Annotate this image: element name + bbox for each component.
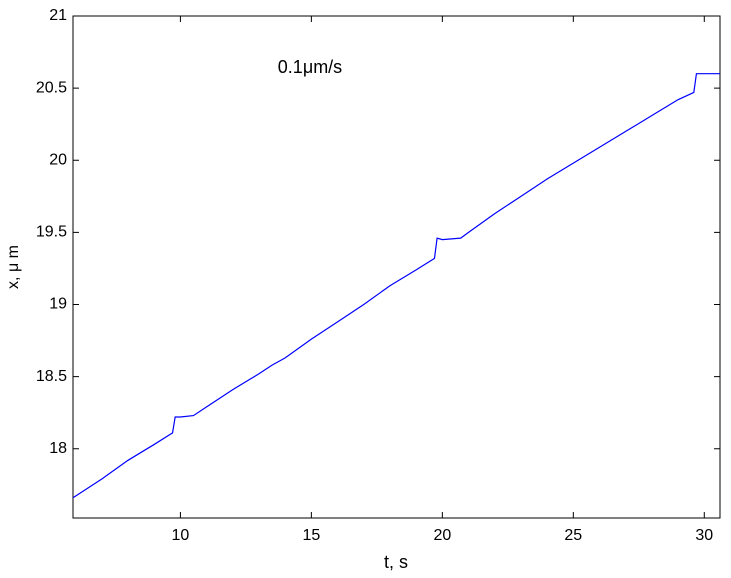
y-tick-label: 18.5 (36, 368, 67, 385)
y-tick-label: 19 (49, 296, 67, 313)
x-axis-label: t, s (384, 552, 408, 572)
y-tick-label: 18 (49, 440, 67, 457)
x-tick-label: 15 (302, 527, 320, 544)
annotation: 0.1μm/s (278, 57, 342, 77)
y-axis-label: x, μ m (5, 245, 22, 289)
y-tick-label: 19.5 (36, 224, 67, 241)
plot-frame (72, 15, 721, 519)
y-tick-label: 21 (49, 7, 67, 24)
data-line (72, 73, 720, 499)
x-tick-label: 20 (433, 527, 451, 544)
y-tick-label: 20.5 (36, 79, 67, 96)
x-tick-label: 25 (564, 527, 582, 544)
x-tick-label: 30 (695, 527, 713, 544)
y-tick-label: 20 (49, 151, 67, 168)
x-tick-label: 10 (171, 527, 189, 544)
